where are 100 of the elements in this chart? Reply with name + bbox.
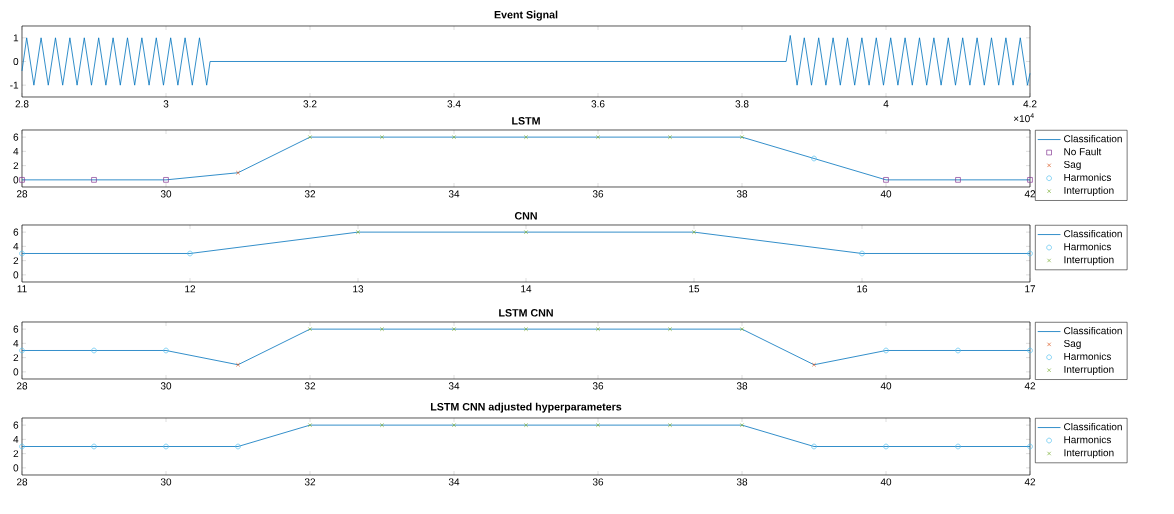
y-tick-label: 6 <box>13 133 19 141</box>
point <box>91 177 97 183</box>
x-tick-label: 36 <box>592 478 604 486</box>
x-tick-label: 3.8 <box>735 100 749 108</box>
point <box>811 155 817 162</box>
point <box>1027 347 1033 354</box>
legend-label: Classification <box>1064 326 1122 335</box>
x-tick-label: 3.6 <box>591 100 605 108</box>
point <box>19 177 25 183</box>
x-tick-label: 30 <box>160 190 172 198</box>
x-tick-label: 4 <box>883 100 889 108</box>
x-tick-label: 30 <box>160 382 172 390</box>
point <box>163 347 169 354</box>
line-series <box>21 35 1031 86</box>
x-tick-label: 3.2 <box>303 100 317 108</box>
chart-title: Event Signal <box>494 10 558 21</box>
point <box>595 327 601 332</box>
x-tick-label: 38 <box>736 190 748 198</box>
x-tick-label: 40 <box>880 478 892 486</box>
y-tick-label: 4 <box>13 147 19 155</box>
x-tick-label: 34 <box>448 478 460 486</box>
x-tick-label: 4.2 <box>1023 100 1037 108</box>
point <box>739 135 745 140</box>
x-tick-label: 16 <box>857 285 868 293</box>
x-tick-label: 36 <box>592 190 604 198</box>
x-tick-label: 36 <box>592 382 604 390</box>
point <box>667 327 673 332</box>
y-tick-label: 6 <box>13 228 19 236</box>
y-tick-label: 4 <box>13 435 19 443</box>
chart-title: LSTM CNN <box>499 309 553 317</box>
x-tick-label: 32 <box>304 190 316 198</box>
point <box>523 135 529 140</box>
y-tick-label: 4 <box>13 242 19 250</box>
chart-title: LSTM CNN adjusted hyperparameters <box>430 402 622 413</box>
y-tick-label: 0 <box>13 57 19 66</box>
y-tick-label: 6 <box>13 325 19 333</box>
x-tick-label: 30 <box>160 478 172 486</box>
x-tick-label: 28 <box>16 478 28 486</box>
legend-label: Harmonics <box>1064 242 1111 251</box>
x-tick-label: 14 <box>521 285 532 293</box>
y-tick-label: 0 <box>13 176 19 184</box>
y-tick-label: 2 <box>13 450 19 458</box>
legend-label: Harmonics <box>1064 435 1111 444</box>
point <box>883 177 889 183</box>
text: ×10$^{4}$ <box>1013 113 1034 123</box>
point <box>595 135 601 140</box>
legend-label: Sag <box>1064 160 1081 170</box>
y-tick-label: 2 <box>13 257 19 265</box>
point <box>523 327 529 332</box>
y-tick-label: -1 <box>10 81 19 89</box>
y-tick-label: 1 <box>13 34 19 42</box>
x-tick-label: 32 <box>304 382 316 390</box>
x-tick-label: 28 <box>16 190 28 198</box>
point <box>811 362 817 367</box>
x-tick-label: 12 <box>185 285 196 293</box>
legend-label: Sag <box>1064 339 1081 349</box>
point <box>379 135 385 140</box>
legend-label: Classification <box>1064 422 1122 431</box>
x-tick-label: 40 <box>880 382 892 390</box>
point <box>955 347 961 354</box>
point <box>19 347 25 354</box>
point <box>91 347 97 354</box>
y-tick-label: 2 <box>13 162 19 170</box>
point <box>451 327 457 332</box>
x-tick-label: 32 <box>304 478 316 486</box>
x-tick-label: 42 <box>1024 190 1036 198</box>
x-tick-label: 42 <box>1024 478 1036 486</box>
y-tick-label: 0 <box>13 368 19 376</box>
x-tick-label: 2.8 <box>15 100 29 108</box>
x-tick-label: 34 <box>448 382 460 390</box>
x-tick-label: 38 <box>736 382 748 390</box>
point <box>451 135 457 140</box>
legend-label: Interruption <box>1064 186 1114 196</box>
legend-label: Classification <box>1064 229 1122 238</box>
point <box>667 135 673 140</box>
point <box>307 135 313 140</box>
point <box>739 327 745 332</box>
chart-title: CNN <box>514 212 537 220</box>
y-tick-label: 0 <box>13 271 19 279</box>
y-tick-label: 6 <box>13 421 19 429</box>
legend-label: No Fault <box>1064 147 1102 156</box>
x-tick-label: 34 <box>448 190 460 198</box>
point <box>379 327 385 332</box>
x-tick-label: 15 <box>689 285 700 293</box>
x-tick-label: 28 <box>16 382 28 390</box>
point <box>307 327 313 332</box>
legend-label: Classification <box>1064 134 1122 143</box>
x-tick-label: 13 <box>353 285 364 293</box>
point <box>163 177 169 183</box>
point <box>1027 177 1033 183</box>
legend-label: Interruption <box>1064 365 1114 375</box>
x-tick-label: 17 <box>1025 285 1036 293</box>
legend-label: Harmonics <box>1064 173 1111 181</box>
x-tick-label: 3.4 <box>447 100 461 108</box>
point <box>955 177 961 183</box>
legend-label: Harmonics <box>1064 352 1111 360</box>
y-tick-label: 0 <box>13 464 19 472</box>
point <box>883 347 889 354</box>
x-tick-label: 38 <box>736 478 748 486</box>
x-tick-label: 11 <box>17 285 27 293</box>
